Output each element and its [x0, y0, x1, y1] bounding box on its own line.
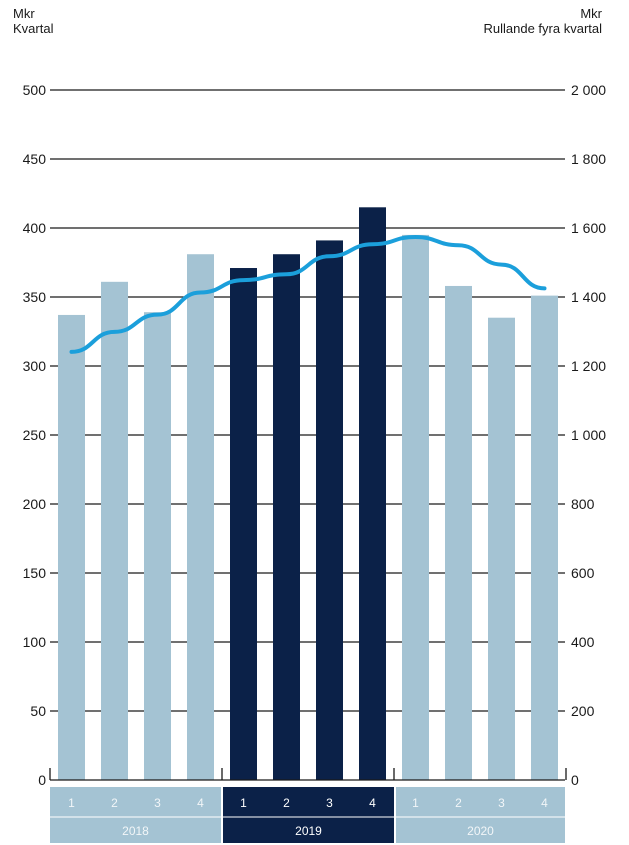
right-tick-label: 0	[571, 772, 579, 788]
left-axis-label: Kvartal	[13, 21, 54, 36]
right-tick-label: 600	[571, 565, 595, 581]
quarter-label: 3	[154, 796, 161, 810]
left-axis-header: Mkr Kvartal	[13, 6, 53, 36]
left-tick-label: 150	[23, 565, 47, 581]
rolling-line	[69, 234, 547, 354]
bar-series	[58, 207, 558, 781]
year-label: 2019	[295, 824, 322, 838]
right-tick-label: 400	[571, 634, 595, 650]
bar	[316, 240, 343, 781]
bar	[230, 268, 257, 780]
quarter-label: 2	[111, 796, 118, 810]
left-axis-ticks: 0 50 100 150 200 250 300 350 400 450 500	[23, 82, 47, 788]
right-axis-unit: Mkr	[580, 6, 602, 21]
left-tick-label: 500	[23, 82, 47, 98]
year-band	[396, 787, 565, 843]
right-tick-label: 1 600	[571, 220, 606, 236]
year-band	[223, 787, 394, 843]
right-axis-ticks: 0 200 400 600 800 1 000 1 200 1 400 1 600 1 800 2 …	[571, 82, 606, 788]
quarter-label: 4	[197, 796, 204, 810]
right-axis-header: Mkr Rullande fyra kvartal	[484, 6, 603, 36]
bar	[144, 312, 171, 780]
left-tick-label: 250	[23, 427, 47, 443]
left-axis-unit: Mkr	[13, 6, 35, 21]
bar	[445, 285, 472, 780]
right-tick-label: 200	[571, 703, 595, 719]
bar	[402, 234, 429, 780]
x-axis-labels: 1 2 3 4 2018 1 2 3 4 2019 1 2 3 4 2020	[50, 787, 565, 843]
year-label: 2020	[467, 824, 494, 838]
year-label: 2018	[122, 824, 149, 838]
line-series	[69, 234, 547, 354]
right-tick-label: 800	[571, 496, 595, 512]
quarter-label: 1	[240, 796, 247, 810]
bar	[273, 254, 300, 781]
gridlines	[50, 89, 565, 712]
left-tick-label: 350	[23, 289, 47, 305]
right-axis-label: Rullande fyra kvartal	[483, 21, 603, 36]
left-tick-label: 100	[23, 634, 47, 650]
bar	[187, 254, 214, 781]
left-tick-label: 50	[30, 703, 46, 719]
right-tick-label: 1 400	[571, 289, 606, 305]
axes	[49, 768, 567, 781]
left-tick-label: 0	[38, 772, 46, 788]
quarter-label: 4	[369, 796, 376, 810]
quarter-label: 1	[68, 796, 75, 810]
right-tick-label: 1 000	[571, 427, 606, 443]
bar	[58, 314, 85, 780]
bar	[359, 207, 386, 781]
left-tick-label: 200	[23, 496, 47, 512]
year-band	[50, 787, 221, 843]
left-tick-label: 450	[23, 151, 47, 167]
right-tick-label: 2 000	[571, 82, 606, 98]
left-tick-label: 300	[23, 358, 47, 374]
bar	[531, 295, 558, 780]
bar	[101, 281, 128, 780]
quarter-label: 3	[326, 796, 333, 810]
quarter-label: 4	[541, 796, 548, 810]
bar	[488, 317, 515, 780]
quarter-label: 3	[498, 796, 505, 810]
quarter-label: 2	[455, 796, 462, 810]
quarter-label: 1	[412, 796, 419, 810]
quarter-label: 2	[283, 796, 290, 810]
right-tick-label: 1 800	[571, 151, 606, 167]
left-tick-label: 400	[23, 220, 47, 236]
right-tick-label: 1 200	[571, 358, 606, 374]
